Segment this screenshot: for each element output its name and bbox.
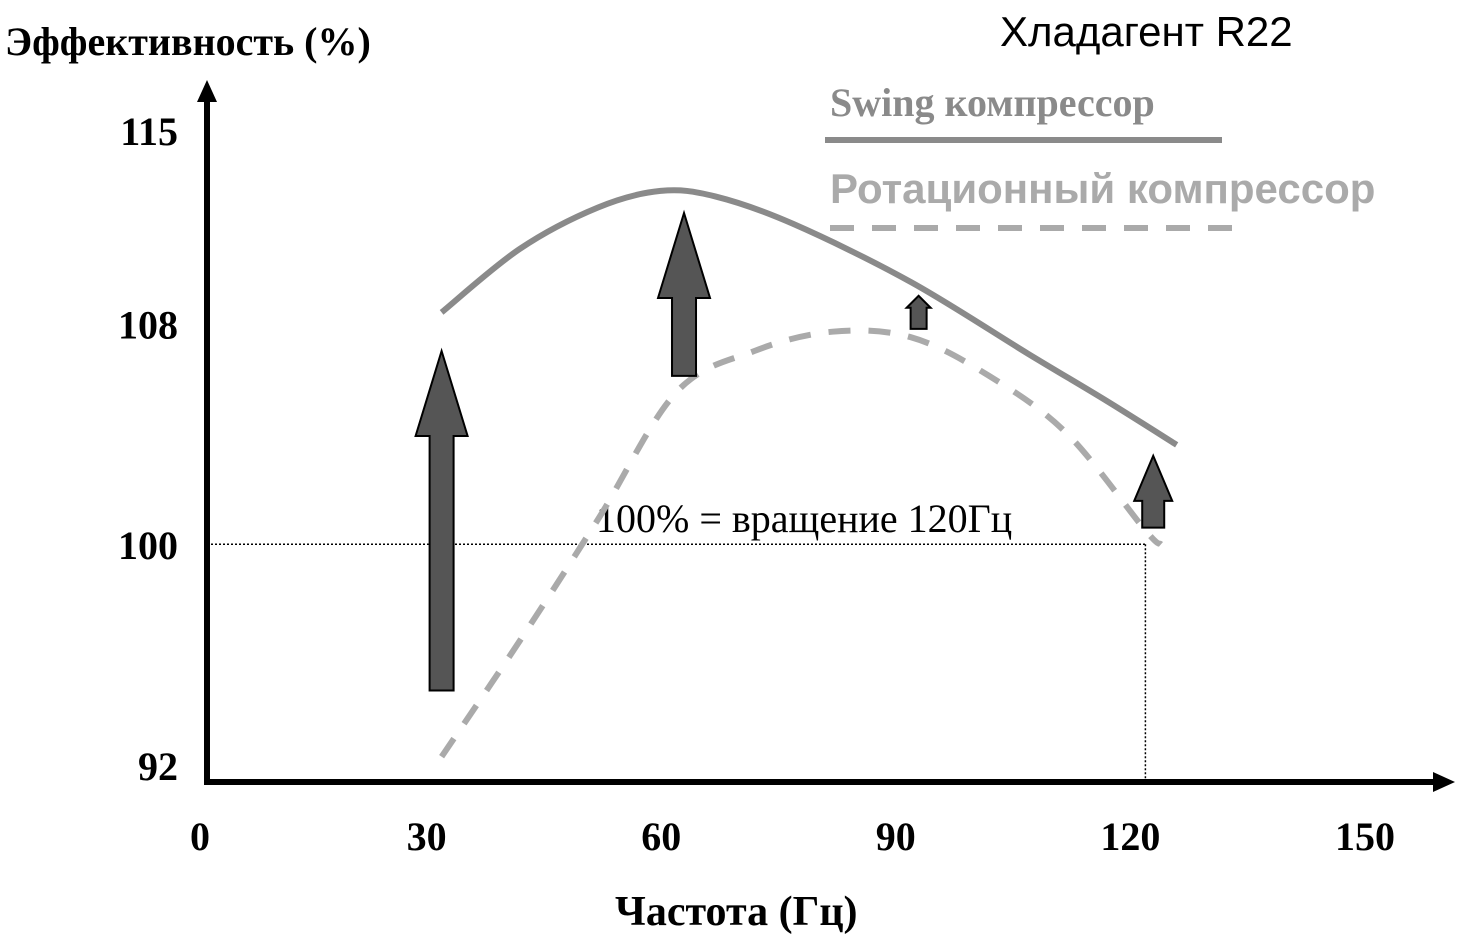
x-tick-label: 150 (1335, 814, 1395, 859)
y-axis-label: Эффективность (%) (5, 19, 371, 64)
x-axis-arrowhead (1433, 772, 1455, 792)
chart-title: Хладагент R22 (1000, 8, 1293, 55)
series-line-rotary (439, 327, 1164, 759)
improvement-arrow-30 (414, 347, 469, 692)
legend-swing-label: Swing компрессор (830, 80, 1155, 125)
reference-label: 100% = вращение 120Гц (596, 496, 1012, 541)
series-line-swing (439, 187, 1179, 448)
improvement-arrow-61 (656, 209, 712, 377)
x-tick-label: 0 (190, 814, 210, 859)
improvement-arrow-91 (904, 294, 934, 330)
y-tick-label: 115 (120, 109, 178, 154)
y-tick-label: 92 (138, 744, 178, 789)
x-tick-label: 30 (407, 814, 447, 859)
x-tick-label: 60 (641, 814, 681, 859)
x-tick-label: 120 (1100, 814, 1160, 859)
x-axis-label: Частота (Гц) (615, 889, 858, 935)
y-tick-label: 108 (118, 302, 178, 347)
y-tick-label: 100 (118, 523, 178, 568)
legend-rotary-label: Ротационный компрессор (830, 165, 1375, 212)
improvement-arrow-121 (1132, 453, 1174, 529)
y-axis-arrowhead (197, 80, 217, 102)
x-tick-label: 90 (876, 814, 916, 859)
